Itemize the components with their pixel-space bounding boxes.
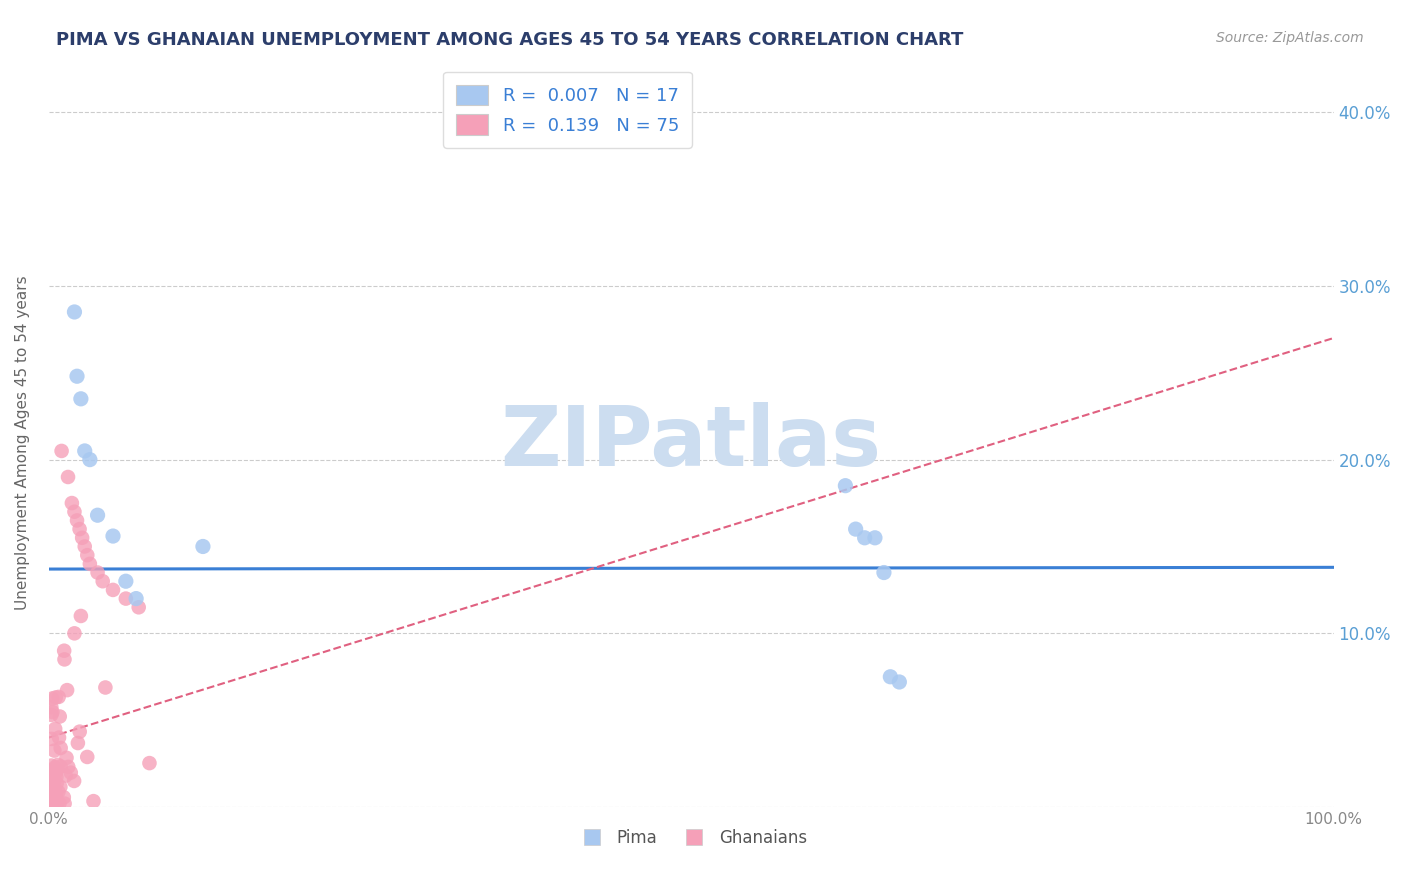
Point [53,797,76,811]
Point [834,478,856,492]
Point [41,789,63,804]
Point [41,795,63,809]
Point [53,652,76,666]
Point [44,760,66,774]
Point [138,756,160,770]
Point [46,797,69,811]
Point [60,496,83,510]
Point [41,700,63,714]
Point [79,452,101,467]
Point [86,508,108,523]
Point [41,707,63,722]
Point [63,626,86,640]
Text: PIMA VS GHANAIAN UNEMPLOYMENT AMONG AGES 45 TO 54 YEARS CORRELATION CHART: PIMA VS GHANAIAN UNEMPLOYMENT AMONG AGES… [56,31,963,49]
Point [45,776,67,790]
Point [48,785,70,799]
Point [49,759,72,773]
Point [41,691,63,706]
Point [48,690,70,704]
Point [45,789,67,804]
Point [66,369,89,384]
Point [191,540,214,554]
Point [41,764,63,778]
Point [59,765,82,780]
Point [45,770,67,784]
Point [48,709,70,723]
Point [63,505,86,519]
Point [44,743,66,757]
Point [45,690,67,705]
Point [845,522,868,536]
Point [86,566,108,580]
Point [58,760,80,774]
Legend: Pima, Ghanaians: Pima, Ghanaians [568,822,814,854]
Point [53,643,76,657]
Point [42,768,65,782]
Point [63,305,86,319]
Point [56,683,79,698]
Point [41,705,63,719]
Point [49,780,72,794]
Point [44,722,66,736]
Point [76,750,98,764]
Point [63,774,86,789]
Point [41,790,63,805]
Point [56,470,79,484]
Point [115,574,138,589]
Point [69,724,91,739]
Point [44,765,66,780]
Point [889,675,911,690]
Point [41,797,63,811]
Point [91,574,114,589]
Point [48,731,70,745]
Point [41,780,63,795]
Point [55,768,77,782]
Point [66,736,89,750]
Point [45,787,67,801]
Point [101,582,124,597]
Point [73,444,96,458]
Point [863,531,886,545]
Point [82,794,104,808]
Point [41,776,63,790]
Point [44,796,66,810]
Point [41,758,63,772]
Point [48,797,70,811]
Point [70,531,93,545]
Point [128,600,150,615]
Point [42,797,65,811]
Point [879,670,901,684]
Point [76,548,98,562]
Point [94,681,117,695]
Point [125,591,148,606]
Point [49,741,72,756]
Point [69,522,91,536]
Point [41,784,63,798]
Text: Source: ZipAtlas.com: Source: ZipAtlas.com [1216,31,1364,45]
Y-axis label: Unemployment Among Ages 45 to 54 years: Unemployment Among Ages 45 to 54 years [15,275,30,609]
Point [51,444,73,458]
Point [55,751,77,765]
Point [41,773,63,788]
Point [41,731,63,746]
Point [45,763,67,777]
Point [70,392,93,406]
Point [66,513,89,527]
Point [115,591,138,606]
Point [41,793,63,807]
Point [73,540,96,554]
Point [79,557,101,571]
Point [70,609,93,624]
Point [101,529,124,543]
Point [853,531,876,545]
Point [46,757,69,772]
Point [873,566,896,580]
Point [52,790,75,805]
Point [41,774,63,789]
Point [42,776,65,790]
Point [44,782,66,797]
Text: ZIPatlas: ZIPatlas [501,401,882,483]
